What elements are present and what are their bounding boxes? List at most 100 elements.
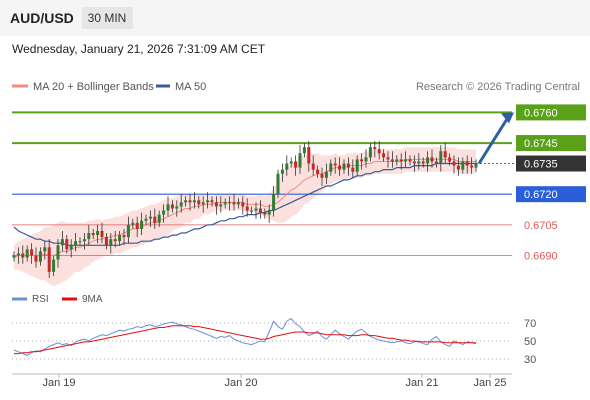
level-label: 0.6760 [524, 107, 558, 119]
candle-body [197, 200, 201, 205]
x-tick-label: Jan 21 [405, 377, 438, 389]
rsi-9ma-line [14, 325, 476, 355]
candle-body [373, 147, 377, 150]
candle-body [448, 157, 452, 162]
candle-body [364, 157, 368, 162]
rsi-tick-label: 50 [524, 336, 536, 348]
ma20-line [13, 158, 476, 259]
candle-body [390, 159, 394, 162]
candle-body [386, 157, 390, 160]
candle-body [30, 249, 34, 256]
candle-body [179, 202, 183, 207]
candle-body [465, 161, 469, 166]
candle-body [417, 161, 421, 164]
candle-body [126, 224, 130, 238]
candle-body [188, 200, 192, 203]
candle-body [21, 253, 25, 258]
candle-body [153, 216, 157, 223]
candle-body [184, 200, 188, 203]
datetime-label: Wednesday, January 21, 2026 7:31:09 AM C… [12, 42, 266, 56]
candle-body [232, 202, 236, 205]
candle-body [206, 200, 210, 203]
candle-body [201, 202, 205, 205]
candle-body [289, 161, 293, 164]
candle-body [122, 235, 126, 238]
candle-body [170, 204, 174, 209]
candle-body [434, 161, 438, 164]
candle-body [223, 202, 227, 205]
candle-body [351, 167, 355, 172]
bollinger-band [14, 147, 476, 287]
level-tag [516, 135, 586, 152]
candle-body [104, 237, 108, 246]
legend-rsi-label: RSI [32, 294, 49, 305]
candle-body [16, 253, 20, 256]
candle-body [294, 161, 298, 168]
rsi-panel: 70 50 30 [12, 317, 536, 366]
level-tag [516, 104, 586, 121]
x-tick-label: Jan 25 [473, 377, 506, 389]
price-legend: MA 20 + Bollinger Bands MA 50 [12, 81, 206, 93]
candle-body [245, 206, 249, 211]
candle-body [443, 151, 447, 158]
candle-body [263, 212, 267, 215]
x-tick-label: Jan 19 [42, 377, 75, 389]
candle-body [382, 153, 386, 158]
forecast-arrow-head [501, 112, 514, 124]
candle-body [43, 247, 47, 252]
candle-body [258, 208, 262, 213]
candle-body [228, 202, 232, 204]
candle-body [219, 204, 223, 207]
candle-body [192, 200, 196, 203]
candle-body [148, 216, 152, 219]
candle-body [346, 163, 350, 168]
candle-body [276, 173, 280, 195]
candle-body [368, 147, 372, 158]
candle-body [166, 204, 170, 211]
candle-body [56, 245, 60, 260]
candle-body [452, 161, 456, 166]
candle-body [474, 163, 478, 168]
candle-body [272, 194, 276, 211]
candle-body [320, 173, 324, 178]
candle-body [82, 239, 86, 242]
candle-body [461, 161, 465, 170]
candle-body [118, 235, 122, 242]
candle-body [311, 163, 315, 170]
candle-body [267, 210, 271, 215]
candle-body [34, 255, 38, 262]
candle-body [236, 202, 240, 205]
candle-body [69, 245, 73, 250]
candle-body [456, 165, 460, 170]
candle-body [355, 159, 359, 172]
rsi-tick-label: 70 [524, 318, 536, 330]
candle-body [298, 153, 302, 168]
candle-body [360, 159, 364, 162]
price-panel: 0.6760 0.6745 0.6735 0.6720 0.6705 0.6690 [12, 104, 586, 287]
legend-ma20-label: MA 20 + Bollinger Bands [33, 81, 154, 93]
candle-body [412, 161, 416, 164]
legend-ma50-label: MA 50 [175, 81, 206, 93]
candle-body [12, 255, 16, 258]
candle-body [60, 239, 64, 246]
candle-body [52, 259, 56, 272]
candle-body [439, 151, 443, 164]
candle-body [307, 147, 311, 164]
copyright-label: Research © 2026 Trading Central [416, 81, 580, 93]
candle-body [426, 157, 430, 164]
candle-body [377, 149, 381, 154]
current-price-tag [516, 155, 586, 172]
candle-body [96, 230, 100, 236]
current-price-label: 0.6735 [524, 159, 558, 171]
timeframe-badge[interactable] [82, 7, 133, 29]
candle-body [324, 171, 328, 178]
rsi-legend: RSI 9MA [12, 294, 103, 305]
forecast-arrow-shaft [477, 116, 510, 165]
candle-body [25, 249, 29, 258]
candle-body [399, 159, 403, 162]
candle-body [157, 214, 161, 223]
x-axis: Jan 19 Jan 20 Jan 21 Jan 25 [12, 373, 512, 389]
candle-body [333, 163, 337, 166]
candle-body [342, 163, 346, 170]
